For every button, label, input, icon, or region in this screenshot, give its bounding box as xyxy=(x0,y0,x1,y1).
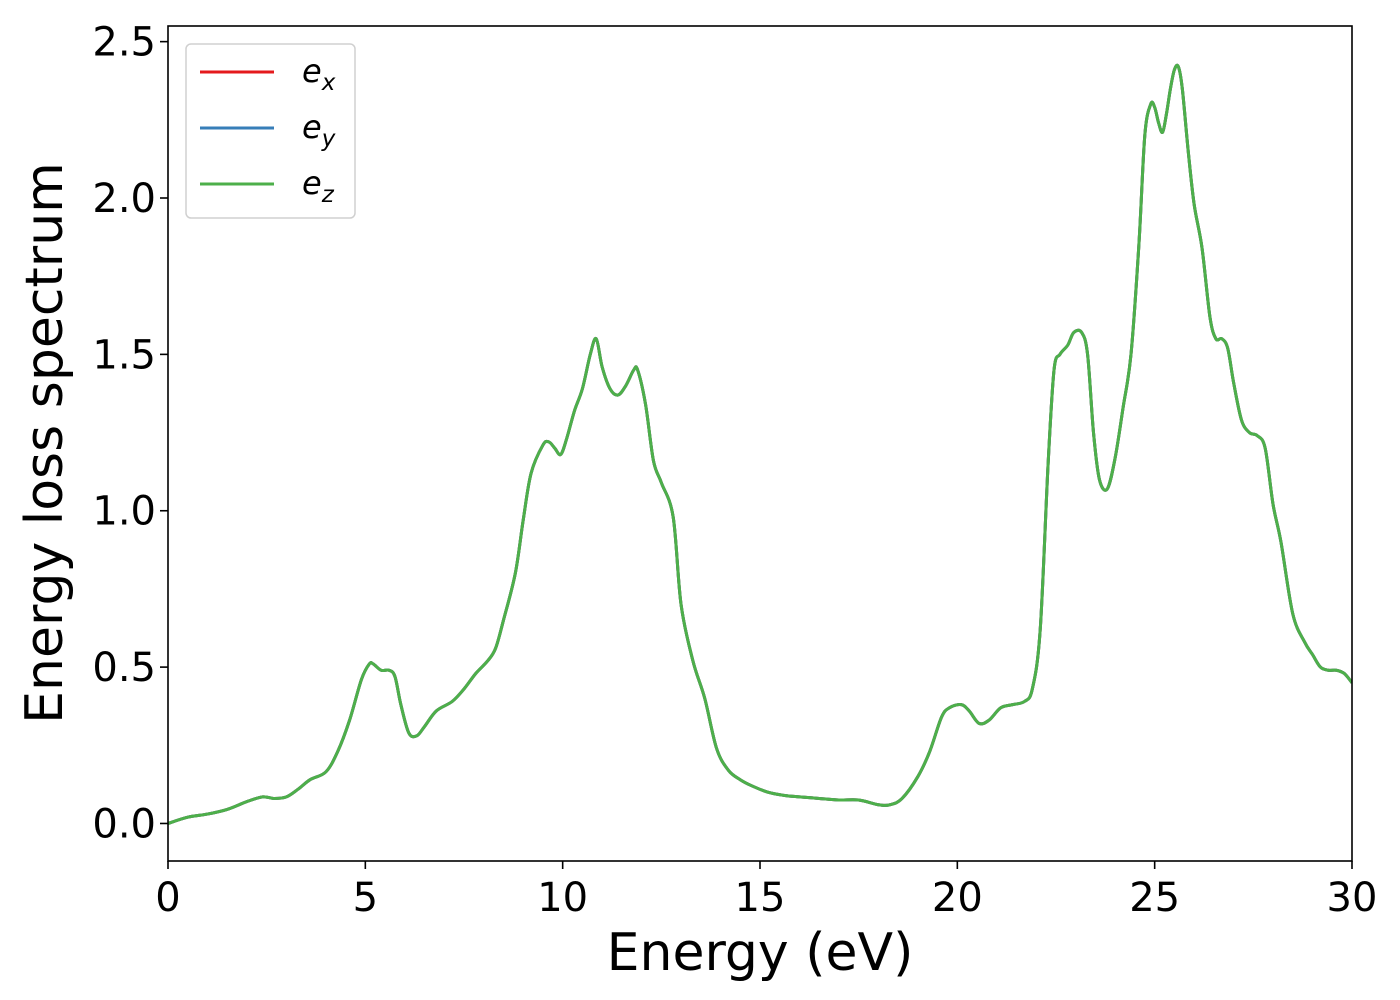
legend-label-e-y: ey xyxy=(302,108,336,152)
y-tick-label: 2.5 xyxy=(92,20,156,66)
plot-background xyxy=(168,26,1352,861)
x-tick-label: 25 xyxy=(1129,875,1180,921)
x-axis-label: Energy (eV) xyxy=(607,923,914,983)
legend-box xyxy=(185,43,356,219)
y-tick-label: 0.5 xyxy=(92,645,156,691)
y-tick-label: 2.0 xyxy=(92,176,156,222)
x-tick-label: 15 xyxy=(735,875,786,921)
series-layer xyxy=(168,63,1352,825)
legend: ex ey ez xyxy=(185,43,356,219)
y-axis-ticks: 0.0 0.5 1.0 1.5 2.0 2.5 xyxy=(92,20,168,847)
y-axis-label: Energy loss spectrum xyxy=(15,162,75,724)
series-line-e-z xyxy=(168,63,1352,825)
legend-label-e-z: ez xyxy=(302,164,335,208)
x-tick-label: 20 xyxy=(932,875,983,921)
x-tick-label: 30 xyxy=(1327,875,1378,921)
y-tick-label: 1.5 xyxy=(92,332,156,378)
y-tick-label: 0.0 xyxy=(92,801,156,847)
x-tick-label: 5 xyxy=(353,875,378,921)
legend-label-e-x: ex xyxy=(302,52,336,96)
x-tick-label: 0 xyxy=(155,875,180,921)
x-axis-ticks: 0 5 10 15 20 25 30 xyxy=(155,861,1377,921)
y-tick-label: 1.0 xyxy=(92,489,156,535)
x-tick-label: 10 xyxy=(537,875,588,921)
